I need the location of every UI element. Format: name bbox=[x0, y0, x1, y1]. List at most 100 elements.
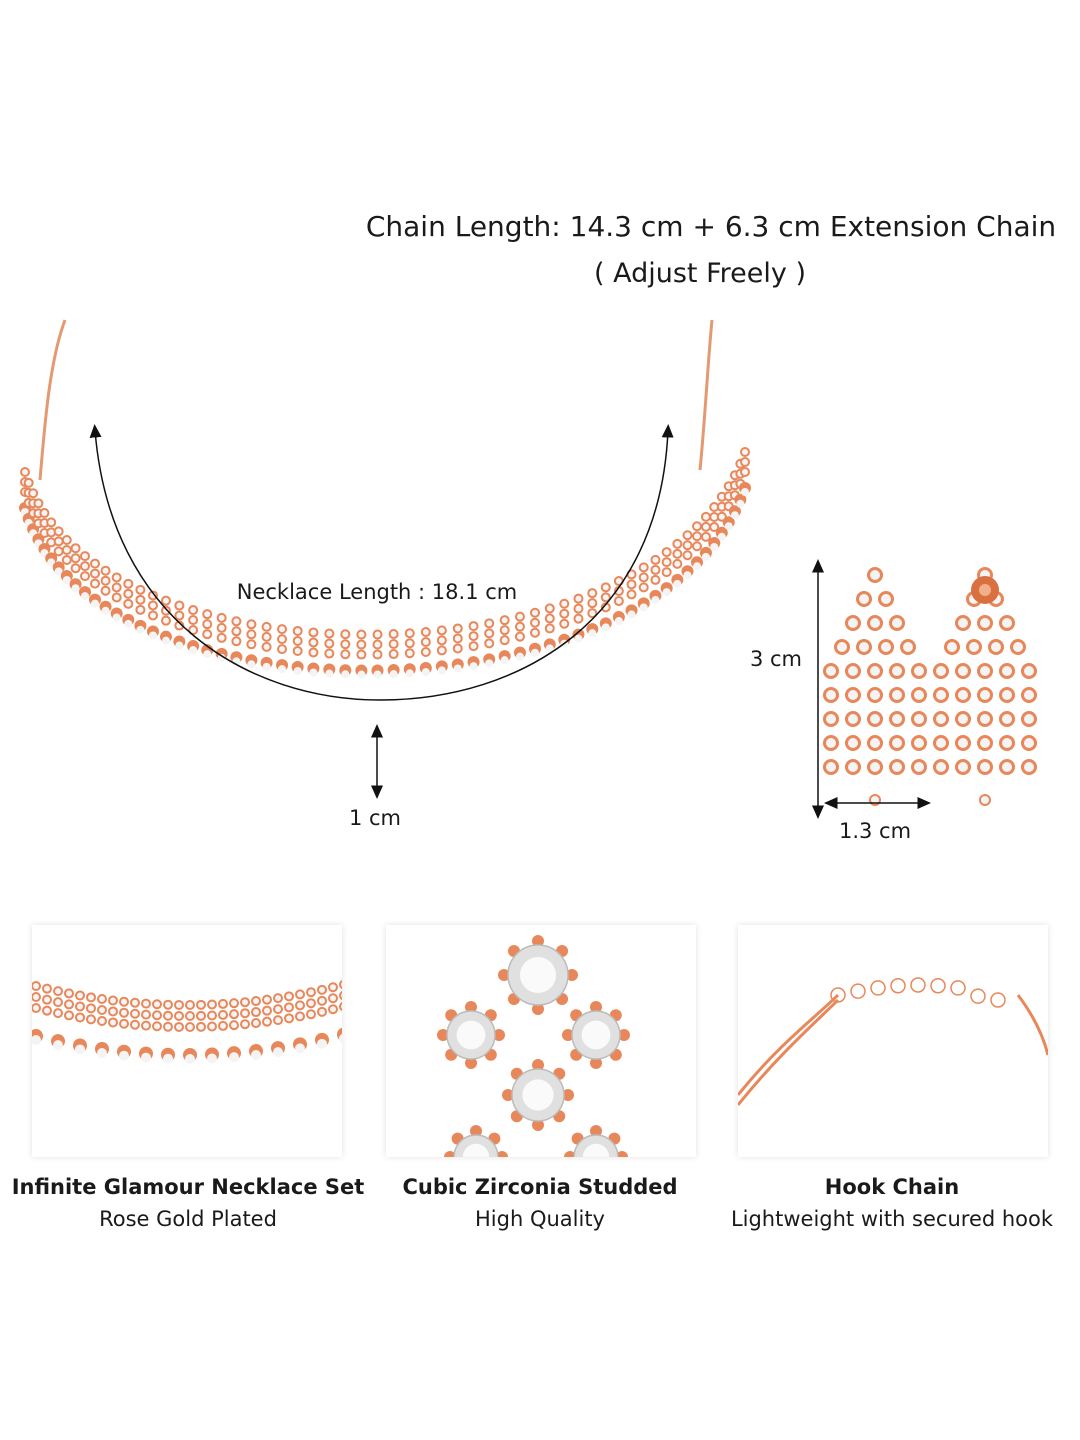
stone bbox=[742, 449, 748, 455]
stone bbox=[958, 618, 968, 628]
stone bbox=[248, 631, 255, 638]
stone bbox=[154, 1012, 160, 1019]
stone bbox=[44, 985, 50, 992]
stone bbox=[702, 513, 709, 520]
stone bbox=[826, 690, 836, 700]
stone bbox=[317, 1038, 327, 1049]
stone bbox=[309, 668, 318, 677]
stone bbox=[652, 556, 659, 563]
stone bbox=[969, 642, 979, 652]
stone bbox=[590, 1001, 602, 1013]
stone bbox=[980, 714, 990, 724]
stone bbox=[253, 1020, 259, 1027]
stone bbox=[231, 1000, 237, 1007]
stone bbox=[80, 592, 89, 601]
stone bbox=[684, 532, 691, 539]
stone bbox=[562, 1089, 574, 1101]
stone bbox=[41, 510, 48, 517]
stone bbox=[137, 606, 144, 613]
stone bbox=[486, 630, 493, 637]
stone bbox=[421, 668, 430, 677]
stone bbox=[1024, 690, 1034, 700]
stone bbox=[30, 490, 37, 497]
stone bbox=[522, 1079, 554, 1111]
stone bbox=[742, 459, 748, 465]
stone bbox=[286, 1015, 292, 1022]
stone bbox=[615, 578, 622, 585]
stone bbox=[72, 565, 79, 572]
stone bbox=[674, 560, 681, 567]
stone bbox=[341, 670, 350, 679]
stone bbox=[319, 997, 325, 1004]
drop-length-label: 1 cm bbox=[348, 806, 402, 830]
stone bbox=[176, 1001, 182, 1008]
stone bbox=[532, 619, 538, 626]
stone bbox=[892, 666, 902, 676]
stone bbox=[55, 528, 62, 535]
stone bbox=[54, 567, 63, 576]
earring-height-label: 3 cm bbox=[749, 647, 803, 671]
stone bbox=[77, 1014, 83, 1021]
stone bbox=[684, 552, 691, 559]
length-arc-arrow bbox=[89, 424, 674, 701]
stone bbox=[702, 523, 709, 530]
stone bbox=[532, 609, 538, 616]
stone bbox=[113, 594, 120, 601]
stone bbox=[486, 640, 493, 647]
stone bbox=[694, 543, 701, 550]
stone bbox=[602, 594, 609, 601]
stone bbox=[1024, 738, 1034, 748]
stone bbox=[110, 1019, 116, 1026]
stone bbox=[980, 762, 990, 772]
stone bbox=[711, 514, 718, 521]
stone bbox=[628, 581, 635, 588]
stone bbox=[62, 575, 71, 584]
stone bbox=[326, 630, 333, 637]
stone bbox=[910, 977, 926, 993]
stone bbox=[339, 1001, 342, 1012]
stone bbox=[848, 714, 858, 724]
stone bbox=[48, 529, 55, 536]
stone bbox=[310, 639, 317, 646]
stone bbox=[454, 635, 461, 642]
stone bbox=[532, 1059, 544, 1071]
stone bbox=[640, 584, 647, 591]
stone bbox=[546, 625, 553, 632]
stone bbox=[561, 620, 568, 627]
stone bbox=[143, 1022, 149, 1029]
stone bbox=[470, 643, 477, 650]
stone bbox=[112, 613, 121, 622]
stone bbox=[72, 545, 79, 552]
stone bbox=[319, 1008, 325, 1015]
stone bbox=[35, 500, 42, 507]
stone bbox=[936, 714, 946, 724]
stone bbox=[81, 563, 88, 570]
stone bbox=[501, 637, 508, 644]
stone bbox=[187, 1023, 193, 1030]
stone bbox=[1024, 666, 1034, 676]
stone bbox=[97, 1047, 107, 1058]
stone bbox=[308, 1000, 314, 1007]
stone bbox=[581, 1020, 611, 1050]
stone bbox=[63, 536, 70, 543]
stone bbox=[330, 995, 336, 1002]
stone bbox=[275, 995, 281, 1002]
stone bbox=[154, 1001, 160, 1008]
feature-panel-stones bbox=[386, 925, 696, 1157]
stone bbox=[980, 690, 990, 700]
stone bbox=[136, 625, 145, 634]
stone bbox=[980, 666, 990, 676]
stone bbox=[113, 574, 120, 581]
stone bbox=[297, 991, 303, 998]
stone bbox=[220, 1000, 226, 1007]
stone bbox=[465, 1057, 477, 1069]
stone bbox=[41, 530, 48, 537]
stone bbox=[405, 669, 414, 678]
stone bbox=[310, 649, 317, 656]
stone bbox=[55, 548, 62, 555]
stone bbox=[204, 621, 211, 628]
stone bbox=[1002, 738, 1012, 748]
stone bbox=[826, 666, 836, 676]
stone bbox=[532, 1119, 544, 1131]
stone bbox=[564, 1151, 576, 1157]
